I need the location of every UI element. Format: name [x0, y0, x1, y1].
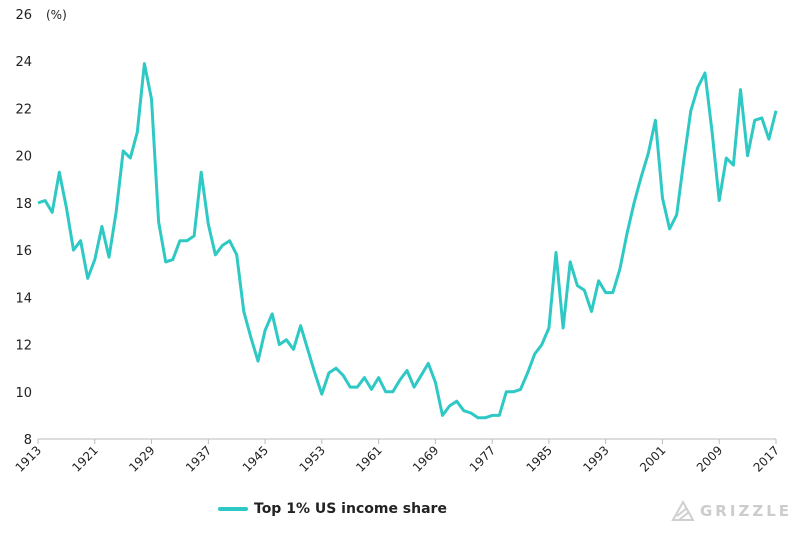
legend-label-top-1-percent: Top 1% US income share — [254, 501, 447, 517]
x-tick-label: 1913 — [13, 443, 44, 474]
legend-swatch — [218, 507, 248, 511]
y-tick-label: 18 — [15, 197, 32, 212]
y-tick-label: 8 — [24, 433, 32, 448]
y-tick-label: 10 — [15, 386, 32, 401]
x-tick-label: 1953 — [296, 443, 327, 474]
y-tick-label: 20 — [15, 150, 32, 165]
x-tick-label: 1993 — [580, 443, 611, 474]
x-tick-label: 1985 — [524, 443, 555, 474]
brand-name: GRIZZLE — [700, 502, 793, 520]
x-tick-label: 1921 — [69, 443, 100, 474]
y-tick-label: 12 — [15, 339, 32, 354]
y-tick-label: 16 — [15, 244, 32, 259]
x-tick-label: 2001 — [637, 443, 668, 474]
y-axis-ticks: 8 10 12 14 16 18 20 22 24 26 — [15, 8, 32, 448]
x-tick-label: 1961 — [353, 443, 384, 474]
x-tick-label: 1929 — [126, 443, 157, 474]
series-line-top-1-percent — [37, 62, 778, 420]
y-tick-label: 22 — [15, 102, 32, 117]
grizzle-logo-icon — [671, 499, 695, 521]
brand-watermark: GRIZZLE — [670, 498, 792, 524]
y-tick-label: 14 — [15, 291, 32, 306]
legend: Top 1% US income share — [218, 501, 447, 517]
x-tick-label: 1977 — [467, 443, 498, 474]
x-axis-ticks: 1913 1921 1929 1937 1945 1953 1961 1969 1977 1985… — [13, 439, 782, 475]
y-tick-label: 24 — [15, 55, 32, 70]
x-tick-label: 2017 — [751, 443, 782, 474]
x-tick-label: 1937 — [183, 443, 214, 474]
unit-label: (%) — [46, 8, 67, 22]
x-tick-label: 1945 — [240, 443, 271, 474]
x-tick-label: 1969 — [410, 443, 441, 474]
series-group — [37, 62, 778, 420]
y-tick-label: 26 — [15, 8, 32, 23]
x-tick-label: 2009 — [694, 443, 725, 474]
